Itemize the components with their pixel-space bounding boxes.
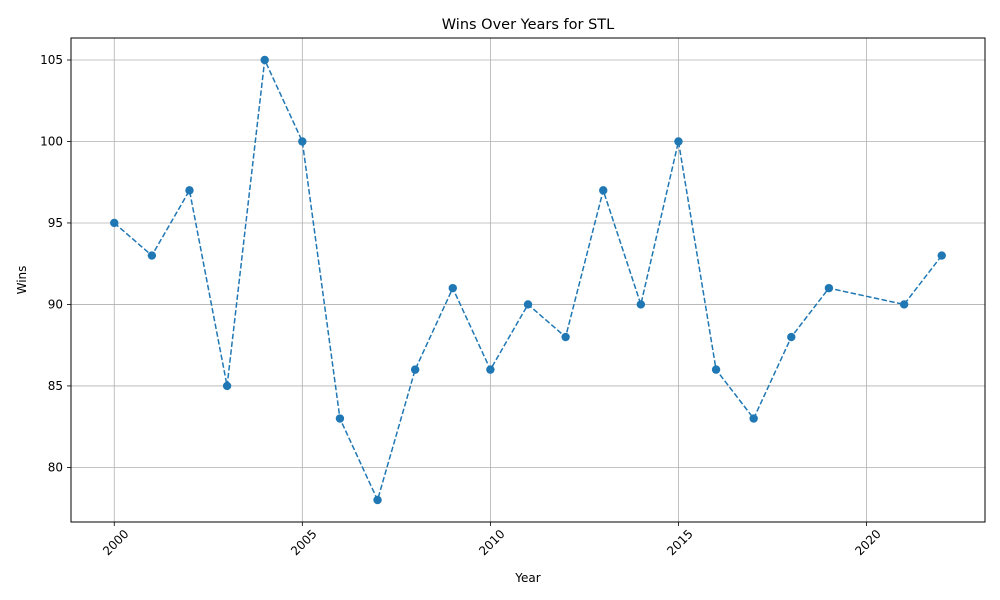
data-point bbox=[824, 283, 834, 293]
data-point bbox=[110, 218, 119, 228]
data-point bbox=[486, 365, 495, 374]
data-point bbox=[937, 251, 946, 260]
data-point bbox=[410, 365, 420, 374]
data-point bbox=[185, 186, 194, 195]
data-point bbox=[561, 332, 570, 342]
chart-title: Wins Over Years for STL bbox=[442, 17, 614, 33]
data-point bbox=[523, 300, 533, 309]
data-point bbox=[636, 300, 646, 309]
data-point bbox=[260, 55, 269, 65]
y-axis-label: Wins bbox=[15, 266, 29, 295]
y-tick-label: 80 bbox=[48, 460, 63, 474]
data-point bbox=[674, 137, 683, 146]
data-point bbox=[749, 414, 758, 423]
data-point bbox=[448, 283, 457, 293]
data-point bbox=[298, 137, 307, 146]
data-point bbox=[899, 300, 909, 309]
y-tick-label: 95 bbox=[48, 216, 63, 230]
data-point bbox=[599, 186, 608, 195]
series-line bbox=[113, 57, 943, 503]
data-point bbox=[147, 251, 157, 260]
plot-frame bbox=[70, 37, 986, 523]
y-tick-label: 100 bbox=[40, 134, 63, 148]
data-point bbox=[335, 414, 345, 423]
y-tick-label: 90 bbox=[48, 297, 63, 311]
data-point bbox=[222, 381, 232, 391]
data-point bbox=[787, 332, 796, 342]
data-point bbox=[711, 365, 721, 374]
x-axis-label: Year bbox=[514, 571, 540, 585]
y-tick-label: 105 bbox=[40, 53, 63, 67]
y-tick-label: 85 bbox=[48, 379, 63, 393]
data-point bbox=[373, 495, 382, 505]
series-layer bbox=[110, 55, 946, 505]
